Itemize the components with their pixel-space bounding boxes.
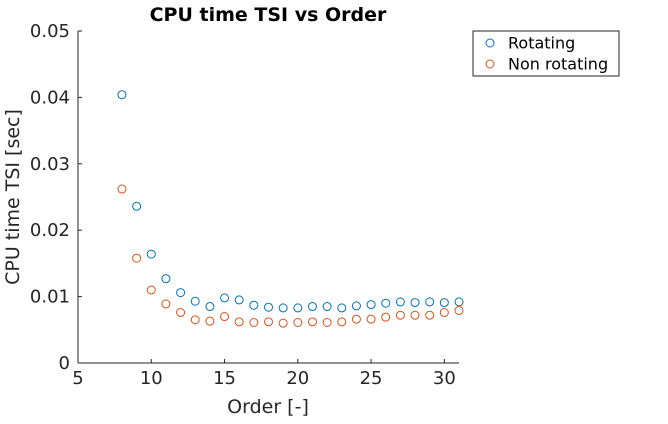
data-point-non-rotating — [190, 315, 200, 325]
data-point-rotating — [351, 301, 361, 311]
data-point-non-rotating — [234, 317, 244, 327]
data-point-rotating — [322, 302, 332, 312]
legend: Rotating Non rotating — [472, 30, 620, 77]
x-tick-label: 20 — [286, 368, 309, 389]
data-points — [117, 90, 464, 328]
x-tick-label: 30 — [433, 368, 456, 389]
data-point-non-rotating — [351, 314, 361, 324]
legend-label: Rotating — [508, 34, 575, 53]
data-point-non-rotating — [278, 318, 288, 328]
y-tick-label: 0.03 — [30, 154, 70, 175]
data-point-rotating — [190, 296, 200, 306]
data-point-rotating — [176, 288, 186, 298]
y-tick-label: 0.01 — [30, 287, 70, 308]
data-point-non-rotating — [264, 317, 273, 327]
data-point-non-rotating — [132, 253, 142, 263]
data-point-rotating — [381, 298, 391, 308]
data-point-non-rotating — [337, 317, 347, 327]
data-point-non-rotating — [307, 317, 317, 327]
y-tick-label: 0 — [59, 353, 70, 374]
y-tick-label: 0.04 — [30, 87, 70, 108]
data-point-non-rotating — [293, 317, 303, 327]
chart-title: CPU time TSI vs Order — [150, 4, 387, 26]
data-point-rotating — [161, 274, 171, 284]
data-point-non-rotating — [146, 285, 156, 295]
x-tick-label: 5 — [72, 368, 83, 389]
data-point-rotating — [454, 297, 464, 307]
data-point-non-rotating — [366, 314, 376, 324]
data-point-non-rotating — [176, 308, 186, 318]
y-axis-label: CPU time TSI [sec] — [2, 109, 24, 285]
data-point-rotating — [366, 300, 376, 310]
legend-marker — [485, 59, 495, 69]
data-point-rotating — [307, 302, 317, 312]
data-point-rotating — [410, 298, 420, 308]
x-tick-label: 15 — [213, 368, 236, 389]
x-axis-label: Order [-] — [227, 396, 309, 418]
data-point-rotating — [220, 293, 230, 303]
data-point-non-rotating — [425, 310, 435, 320]
data-point-rotating — [249, 300, 259, 310]
data-point-rotating — [425, 297, 435, 307]
data-point-non-rotating — [395, 310, 405, 320]
data-point-non-rotating — [322, 317, 332, 327]
data-point-rotating — [132, 201, 142, 211]
x-tick-label: 10 — [140, 368, 163, 389]
data-point-non-rotating — [249, 317, 259, 327]
x-tick-label: 25 — [360, 368, 383, 389]
legend-label: Non rotating — [508, 55, 608, 74]
data-point-rotating — [117, 90, 127, 100]
data-point-rotating — [205, 302, 215, 312]
data-point-rotating — [264, 302, 273, 312]
data-point-rotating — [439, 298, 449, 308]
data-point-rotating — [146, 249, 156, 259]
data-point-non-rotating — [439, 308, 449, 318]
data-point-non-rotating — [454, 306, 464, 316]
data-point-rotating — [337, 303, 347, 313]
axes: 5 10 15 20 25 30 0 0.01 0.02 0.03 0.04 0.05 — [30, 21, 459, 389]
data-point-non-rotating — [220, 312, 230, 322]
data-point-rotating — [234, 295, 244, 305]
data-point-non-rotating — [205, 316, 215, 326]
data-point-rotating — [293, 303, 303, 313]
legend-marker — [485, 38, 495, 48]
data-point-non-rotating — [410, 310, 420, 320]
data-point-rotating — [278, 303, 288, 313]
y-tick-label: 0.05 — [30, 21, 70, 42]
y-tick-label: 0.02 — [30, 220, 70, 241]
legend-box — [472, 30, 620, 77]
data-point-non-rotating — [381, 312, 391, 322]
data-point-rotating — [395, 297, 405, 307]
data-point-non-rotating — [161, 299, 171, 309]
data-point-non-rotating — [117, 184, 127, 194]
